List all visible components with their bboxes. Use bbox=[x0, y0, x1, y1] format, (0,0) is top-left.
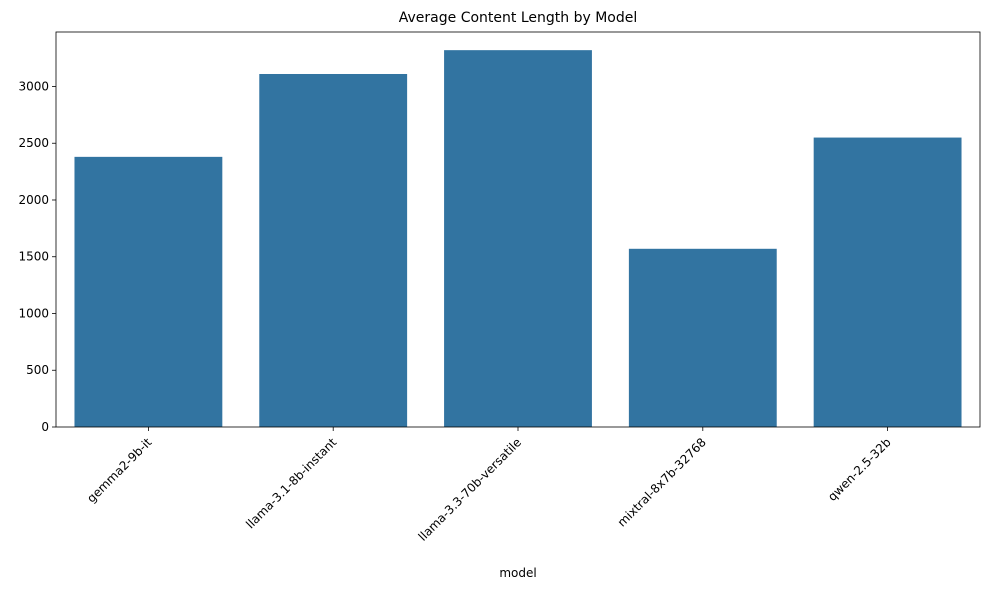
x-axis-ticks: gemma2-9b-it llama-3.1-8b-instant llama-3.… bbox=[84, 427, 894, 544]
y-tick-label: 2000 bbox=[18, 193, 49, 207]
y-tick-label: 3000 bbox=[18, 79, 49, 93]
x-tick-label: qwen-2.5-32b bbox=[825, 435, 894, 504]
bars-layer bbox=[74, 50, 962, 427]
y-tick-label: 2500 bbox=[18, 136, 49, 150]
y-tick-label: 0 bbox=[41, 420, 49, 434]
x-tick-label: gemma2-9b-it bbox=[84, 435, 154, 505]
x-tick-label: llama-3.1-8b-instant bbox=[243, 435, 339, 531]
x-axis-label: model bbox=[499, 566, 536, 580]
y-tick-label: 1500 bbox=[18, 250, 49, 264]
x-tick-label: llama-3.3-70b-versatile bbox=[416, 435, 525, 544]
plot-frame bbox=[55, 31, 981, 428]
bar-mixtral-8x7b-32768 bbox=[628, 248, 777, 427]
bar-llama-3.3-70b-versatile bbox=[444, 50, 592, 427]
y-axis-ticks: 0 500 1000 1500 2000 2500 3000 bbox=[18, 79, 56, 434]
y-tick-label: 500 bbox=[26, 363, 49, 377]
y-tick-label: 1000 bbox=[18, 306, 49, 320]
bar-llama-3.1-8b-instant bbox=[259, 73, 408, 427]
bar-qwen-2.5-32b bbox=[813, 137, 962, 427]
x-tick-label: mixtral-8x7b-32768 bbox=[615, 435, 709, 529]
bar-gemma2-9b-it bbox=[74, 156, 223, 427]
chart-title: Average Content Length by Model bbox=[399, 10, 637, 26]
